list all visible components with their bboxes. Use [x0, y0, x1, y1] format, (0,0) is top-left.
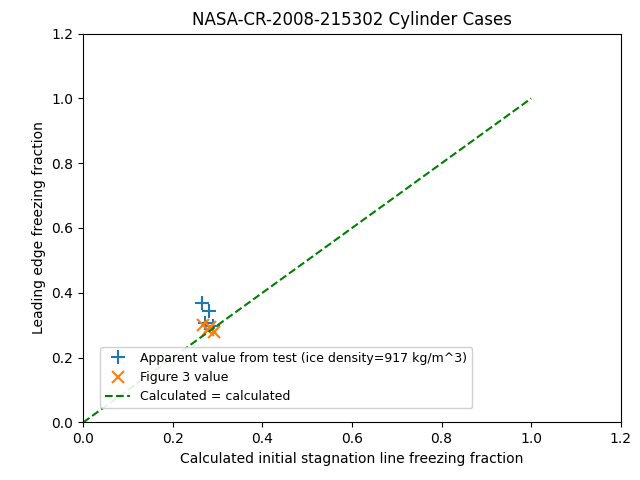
Figure 3 value [205, 324, 213, 330]
Figure 3 value [204, 327, 212, 333]
Legend: Apparent value from test (ice density=917 kg/m^3), Figure 3 value, Calculated = : Apparent value from test (ice density=91… [100, 347, 472, 408]
Apparent value from test (ice density=917 kg/m^3) [201, 320, 209, 325]
Y-axis label: Leading edge freezing fraction: Leading edge freezing fraction [32, 121, 46, 335]
X-axis label: Calculated initial stagnation line freezing fraction: Calculated initial stagnation line freez… [180, 452, 524, 466]
Line: Apparent value from test (ice density=917 kg/m^3): Apparent value from test (ice density=91… [195, 296, 220, 333]
Figure 3 value [210, 329, 218, 335]
Figure 3 value [200, 322, 207, 327]
Line: Figure 3 value: Figure 3 value [198, 319, 220, 338]
Title: NASA-CR-2008-215302 Cylinder Cases: NASA-CR-2008-215302 Cylinder Cases [192, 11, 512, 29]
Apparent value from test (ice density=917 kg/m^3) [209, 323, 217, 329]
Apparent value from test (ice density=917 kg/m^3) [205, 308, 212, 313]
Apparent value from test (ice density=917 kg/m^3) [198, 300, 206, 305]
